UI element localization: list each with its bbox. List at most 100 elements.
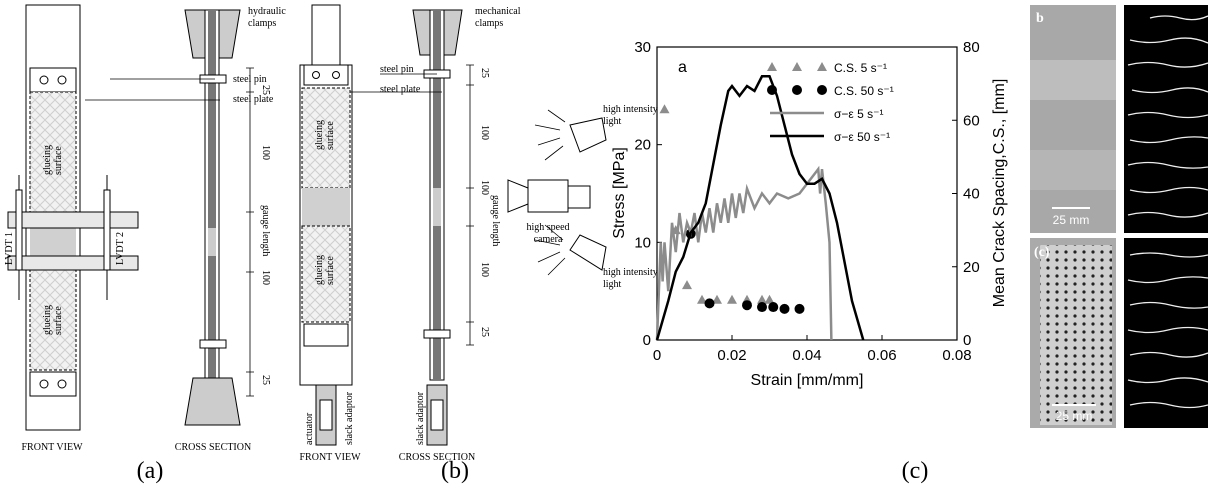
gauge-area <box>30 228 76 256</box>
marker <box>682 280 692 290</box>
y2-tick-label: 0 <box>963 332 971 349</box>
label: light <box>603 116 622 127</box>
marker <box>768 302 779 313</box>
label: clamps <box>475 18 503 29</box>
label: actuator <box>304 412 315 445</box>
label: high intensity light <box>603 267 658 290</box>
x-tick-label: 0.04 <box>792 347 821 364</box>
label: FRONT VIEW <box>21 442 83 453</box>
label: mechanical clamps <box>475 6 521 29</box>
annotation: a <box>678 59 687 76</box>
marker <box>704 298 715 309</box>
caption: (a) <box>137 458 164 484</box>
label: CROSS SECTION <box>175 442 251 453</box>
y-tick-label: 30 <box>634 39 651 56</box>
label: light <box>603 279 622 290</box>
label: glueing <box>314 255 325 285</box>
y2-tick-label: 20 <box>963 259 980 276</box>
label: LVDT 2 <box>115 232 126 265</box>
panel-b: glueingsurface glueingsurface actuator s… <box>299 4 658 484</box>
legend-marker <box>767 62 777 71</box>
label: slack adaptor <box>344 391 355 445</box>
label: hydraulic <box>248 6 286 17</box>
x-tick-label: 0.08 <box>942 347 971 364</box>
marker <box>659 104 670 114</box>
label: clamps <box>248 18 276 29</box>
label: steel plate <box>380 84 421 95</box>
label: glueingsurface <box>42 145 64 175</box>
label: gauge length <box>260 205 271 256</box>
label: gauge length <box>490 195 501 246</box>
marker <box>727 294 737 304</box>
label: surface <box>53 146 64 175</box>
dimension: 25 <box>479 68 490 78</box>
photo <box>1124 238 1208 428</box>
label: glueingsurface <box>42 305 64 335</box>
series-line <box>655 165 833 341</box>
y-tick-label: 10 <box>634 234 651 251</box>
label: camera <box>534 234 563 245</box>
y-tick-label: 0 <box>643 332 651 349</box>
glue-area <box>29 91 77 213</box>
dimension: 100 <box>260 270 271 285</box>
marker <box>697 294 707 304</box>
marker <box>794 303 805 314</box>
y2-tick-label: 60 <box>963 112 980 129</box>
dimension: 100 <box>479 180 490 195</box>
caption: (c) <box>902 458 929 484</box>
legend-label: σ−ε 50 s⁻¹ <box>834 130 890 144</box>
marker <box>712 294 722 304</box>
label: mechanical <box>475 6 521 17</box>
marker <box>742 300 752 311</box>
legend-label: C.S. 5 s⁻¹ <box>834 61 887 75</box>
label: LVDT 1 <box>4 232 15 265</box>
dimension: 100 <box>479 262 490 277</box>
label: CROSS SECTION <box>399 452 475 463</box>
legend-label: C.S. 50 s⁻¹ <box>834 84 894 98</box>
y-axis-label: Stress [MPa] <box>611 147 628 239</box>
marker <box>757 302 767 313</box>
dimension: 25 <box>479 327 490 337</box>
dimension: 100 <box>479 125 490 140</box>
lvdt-bar <box>7 211 139 229</box>
chart: a Strain [mm/mm] Stress [MPa] Mean Crack… <box>611 39 1008 389</box>
label: glueingsurface <box>314 120 336 150</box>
label: glueing <box>42 305 53 335</box>
label: surface <box>325 256 336 285</box>
label: high intensity <box>603 267 658 278</box>
dimension: 100 <box>260 145 271 160</box>
x-tick-label: 0.06 <box>867 347 896 364</box>
legend-marker <box>792 62 802 71</box>
label: surface <box>53 306 64 335</box>
panel-a: LVDT 1 LVDT 2 glueingsurface glueingsurf… <box>4 4 286 484</box>
steel-plate <box>29 371 77 397</box>
legend-marker <box>817 62 827 71</box>
x-axis-label: Strain [mm/mm] <box>751 372 864 389</box>
scale-label: 25 mm <box>1056 409 1093 423</box>
y2-axis-label: Mean Crack Spacing,C.S., [mm] <box>991 79 1008 308</box>
label: high intensity <box>603 104 658 115</box>
label: high intensity light <box>603 104 658 127</box>
label: high speed camera <box>526 222 569 245</box>
label: glueing <box>42 145 53 175</box>
label: high speed <box>526 222 569 233</box>
dimension: 25 <box>260 85 271 95</box>
glue-area <box>29 269 77 371</box>
scale-label: 25 mm <box>1053 213 1090 227</box>
steel-plate <box>29 67 77 93</box>
dimension: 25 <box>260 375 271 385</box>
legend-marker <box>767 85 777 95</box>
photo-label: b <box>1036 11 1044 26</box>
y2-tick-label: 80 <box>963 39 980 56</box>
legend-label: σ−ε 5 s⁻¹ <box>834 107 883 121</box>
legend-marker <box>817 85 827 95</box>
label: glueing <box>314 120 325 150</box>
y-tick-label: 20 <box>634 137 651 154</box>
photo-label: (c) <box>1034 245 1050 260</box>
label: surface <box>325 121 336 150</box>
marker <box>757 294 767 304</box>
x-tick-label: 0.02 <box>717 347 746 364</box>
label: steel pin <box>233 74 267 85</box>
photo <box>1030 5 1116 233</box>
